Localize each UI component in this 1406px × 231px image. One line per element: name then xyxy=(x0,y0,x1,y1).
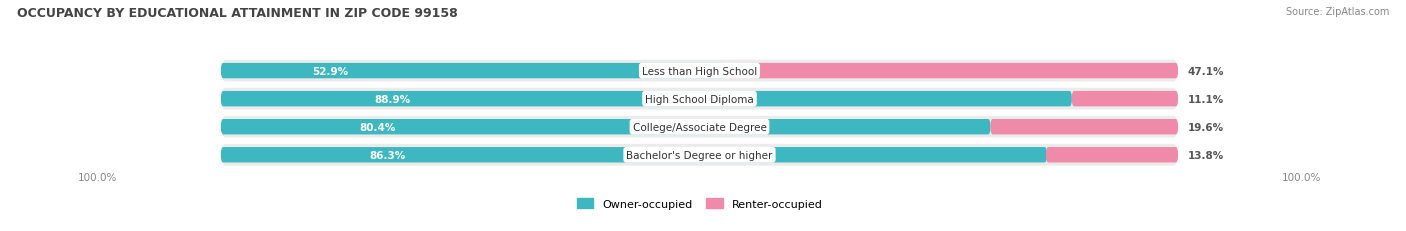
FancyBboxPatch shape xyxy=(221,64,727,79)
Text: College/Associate Degree: College/Associate Degree xyxy=(633,122,766,132)
Text: 47.1%: 47.1% xyxy=(1188,66,1225,76)
Text: 100.0%: 100.0% xyxy=(1282,172,1322,182)
Legend: Owner-occupied, Renter-occupied: Owner-occupied, Renter-occupied xyxy=(572,194,827,213)
Text: 19.6%: 19.6% xyxy=(1188,122,1223,132)
Text: 88.9%: 88.9% xyxy=(374,94,411,104)
Text: 100.0%: 100.0% xyxy=(77,172,117,182)
FancyBboxPatch shape xyxy=(1046,147,1178,163)
FancyBboxPatch shape xyxy=(221,119,990,135)
FancyBboxPatch shape xyxy=(221,87,1178,111)
Text: Bachelor's Degree or higher: Bachelor's Degree or higher xyxy=(626,150,773,160)
FancyBboxPatch shape xyxy=(221,143,1178,167)
FancyBboxPatch shape xyxy=(221,91,1071,107)
Text: Source: ZipAtlas.com: Source: ZipAtlas.com xyxy=(1285,7,1389,17)
FancyBboxPatch shape xyxy=(221,115,1178,139)
Text: Less than High School: Less than High School xyxy=(643,66,756,76)
Text: 52.9%: 52.9% xyxy=(312,66,349,76)
Text: 80.4%: 80.4% xyxy=(360,122,396,132)
Text: High School Diploma: High School Diploma xyxy=(645,94,754,104)
Text: 86.3%: 86.3% xyxy=(370,150,406,160)
Text: 11.1%: 11.1% xyxy=(1188,94,1223,104)
FancyBboxPatch shape xyxy=(1071,91,1178,107)
Text: 13.8%: 13.8% xyxy=(1188,150,1223,160)
FancyBboxPatch shape xyxy=(727,64,1178,79)
Text: OCCUPANCY BY EDUCATIONAL ATTAINMENT IN ZIP CODE 99158: OCCUPANCY BY EDUCATIONAL ATTAINMENT IN Z… xyxy=(17,7,457,20)
FancyBboxPatch shape xyxy=(990,119,1178,135)
FancyBboxPatch shape xyxy=(221,59,1178,83)
FancyBboxPatch shape xyxy=(221,147,1047,163)
